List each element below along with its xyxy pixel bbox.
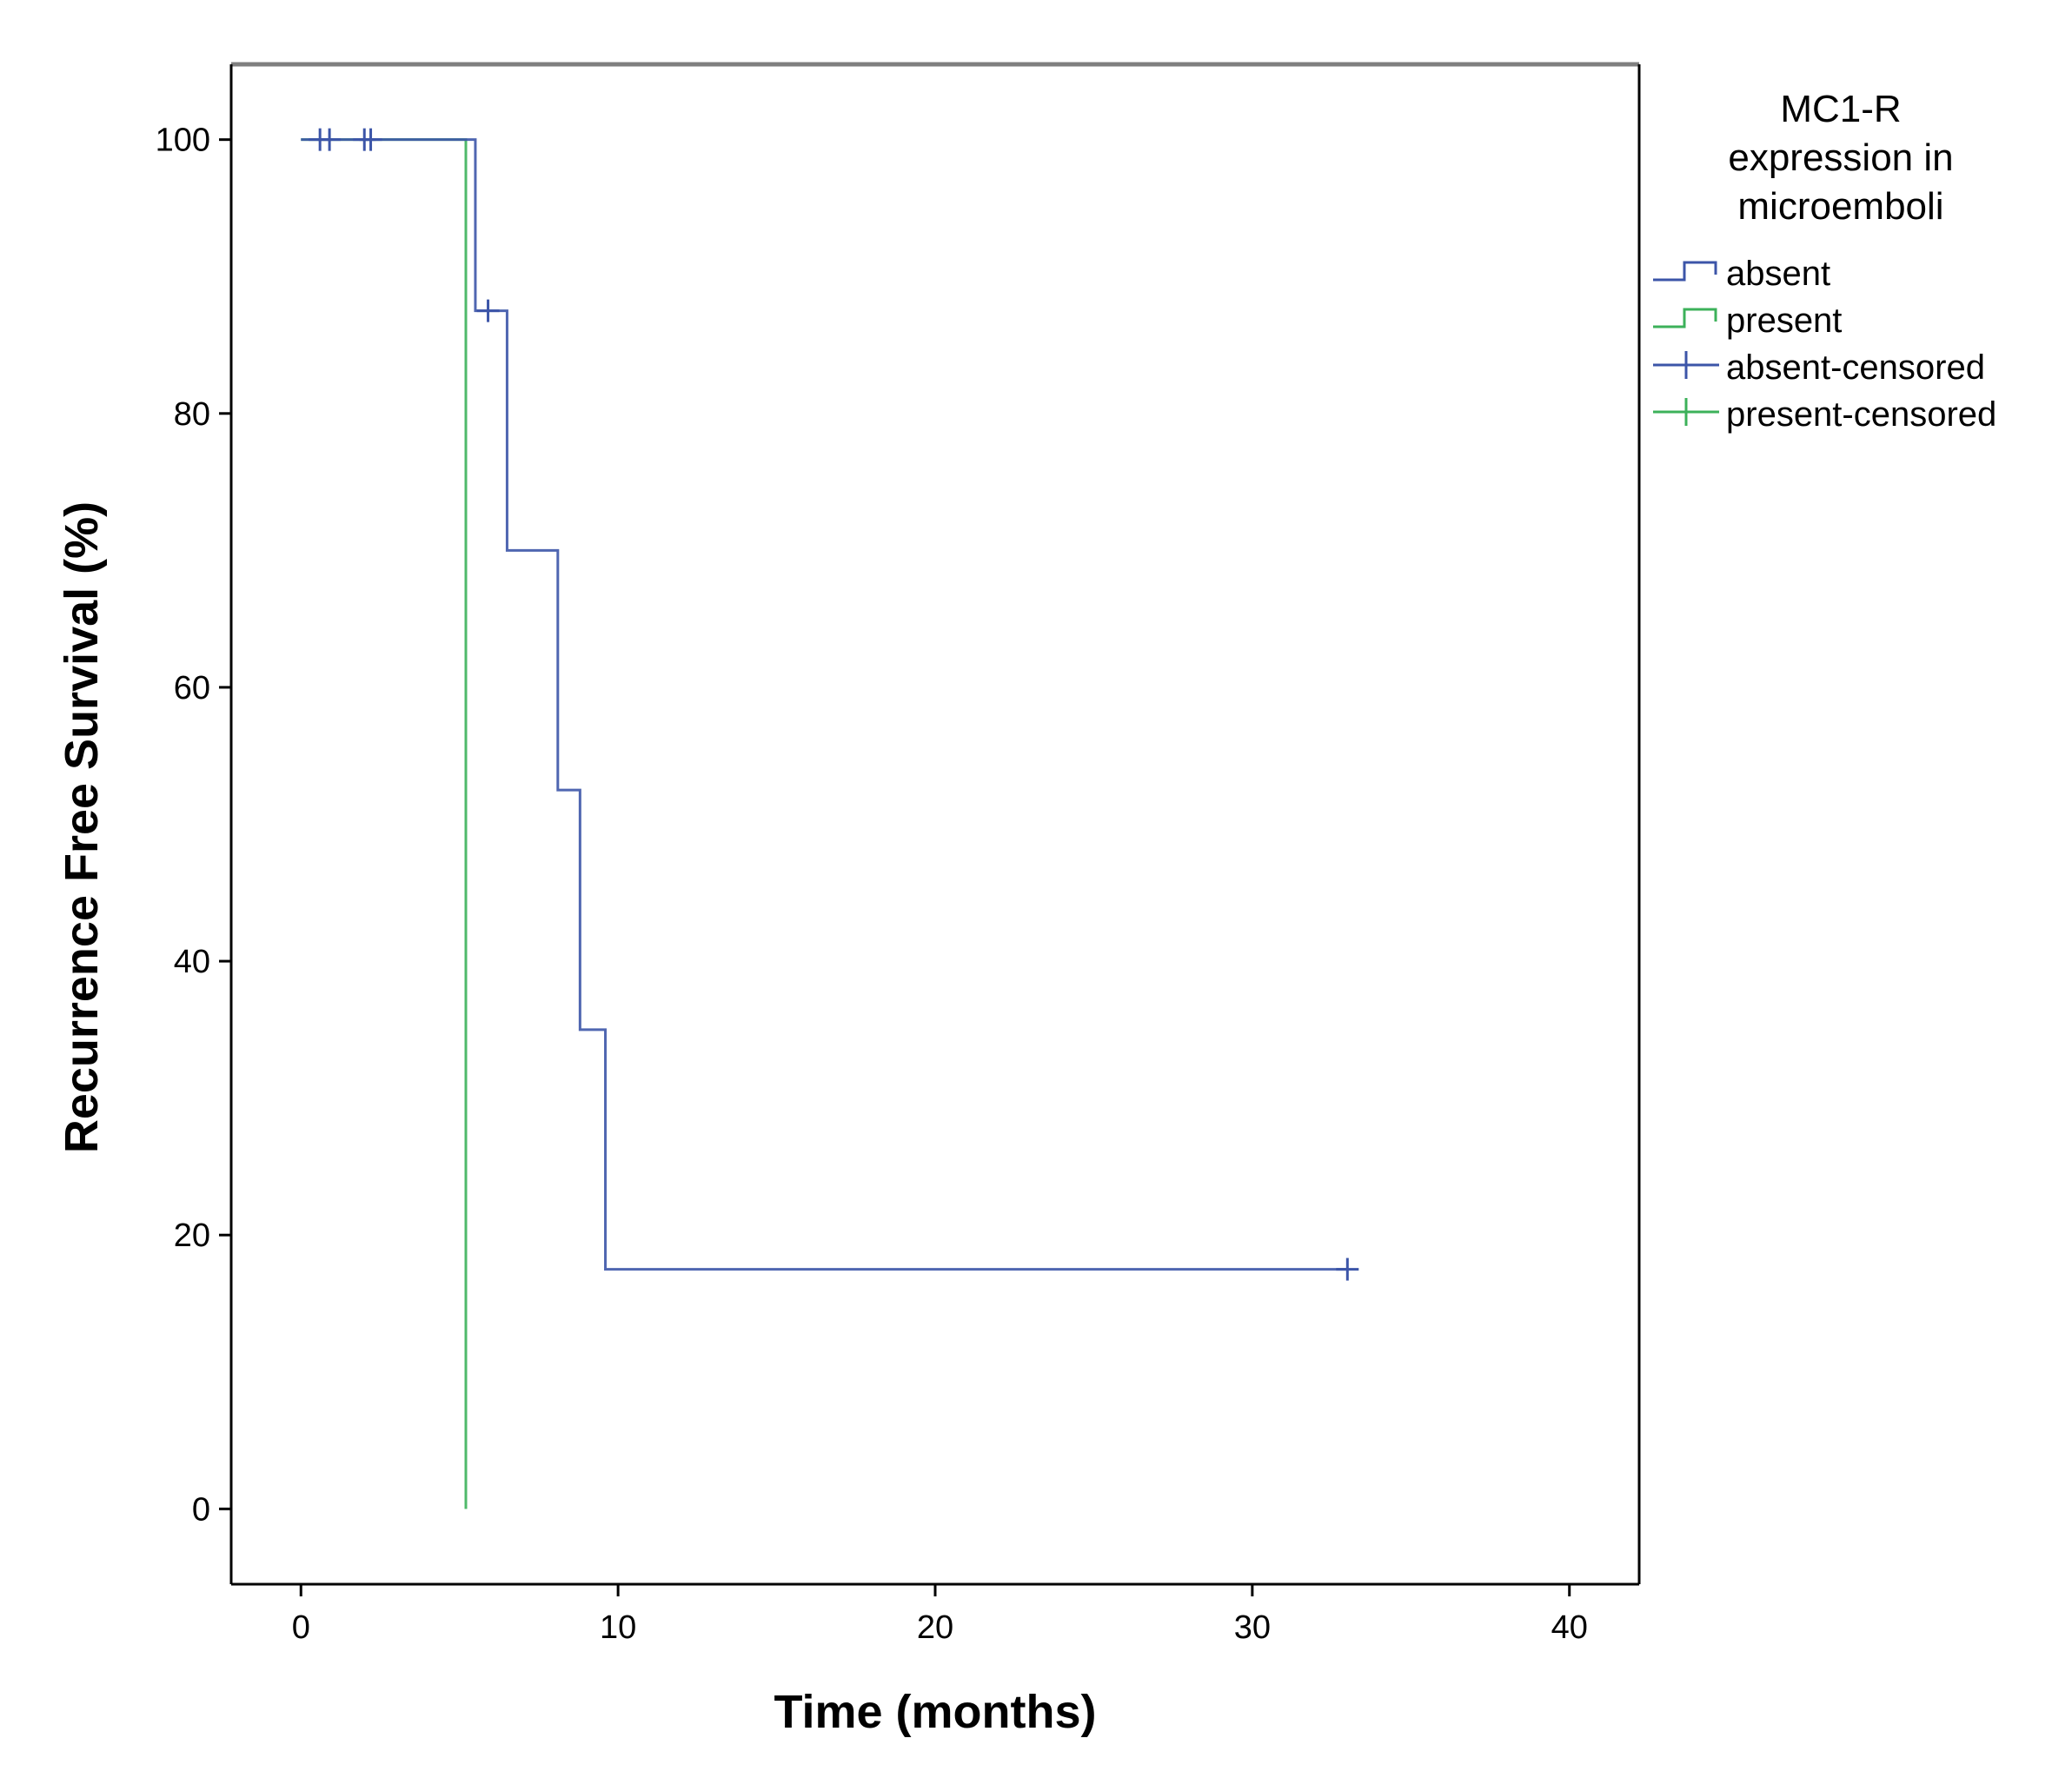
legend-entries: absent present absent-censored present-cens… [1653,255,1996,434]
x-tick-label: 40 [1551,1609,1588,1646]
y-tick-label: 80 [174,396,210,433]
y-tick-label: 60 [174,670,210,707]
y-axis-ticks: 0 20 40 60 80 100 [156,123,231,1528]
legend-entry-present: present [1653,302,1842,340]
y-tick-label: 20 [174,1217,210,1254]
y-tick-label: 100 [156,123,210,159]
x-axis-ticks: 0 10 20 30 40 [292,1584,1588,1646]
x-tick-label: 30 [1234,1609,1271,1646]
legend-title-line-1: MC1-R [1780,88,1901,130]
censor-mark-absent [359,128,382,151]
y-tick-label: 0 [192,1491,210,1528]
survival-curve-absent [301,138,1348,1271]
legend-label: present [1726,302,1842,340]
series-layer [301,128,1359,1509]
legend-title-line-2: expression in [1728,136,1953,179]
y-tick-label: 40 [174,944,210,980]
censor-mark-absent [1336,1257,1359,1281]
x-tick-label: 20 [917,1609,953,1646]
legend-entry-present-censored: present-censored [1653,395,1996,434]
censor-mark-absent [318,128,342,151]
plot-area: 0 10 20 30 40 0 20 40 60 80 100 [156,62,1641,1646]
x-axis-title: Time (months) [774,1686,1096,1738]
legend-label: absent-censored [1726,348,1985,387]
x-tick-label: 10 [600,1609,636,1646]
censor-mark-absent [476,299,500,322]
legend-entry-absent-censored: absent-censored [1653,348,1985,387]
x-tick-label: 0 [292,1609,310,1646]
legend-swatch-line [1653,261,1717,282]
legend-label: present-censored [1726,395,1996,434]
legend-entry-absent: absent [1653,255,1830,293]
y-axis-title: Recurrence Free Survival (%) [56,501,108,1153]
legend-label: absent [1726,255,1830,293]
legend-swatch-line [1653,308,1717,328]
legend: MC1-R expression in microemboli absent pr… [1653,88,1996,434]
legend-title-line-3: microemboli [1737,185,1943,228]
